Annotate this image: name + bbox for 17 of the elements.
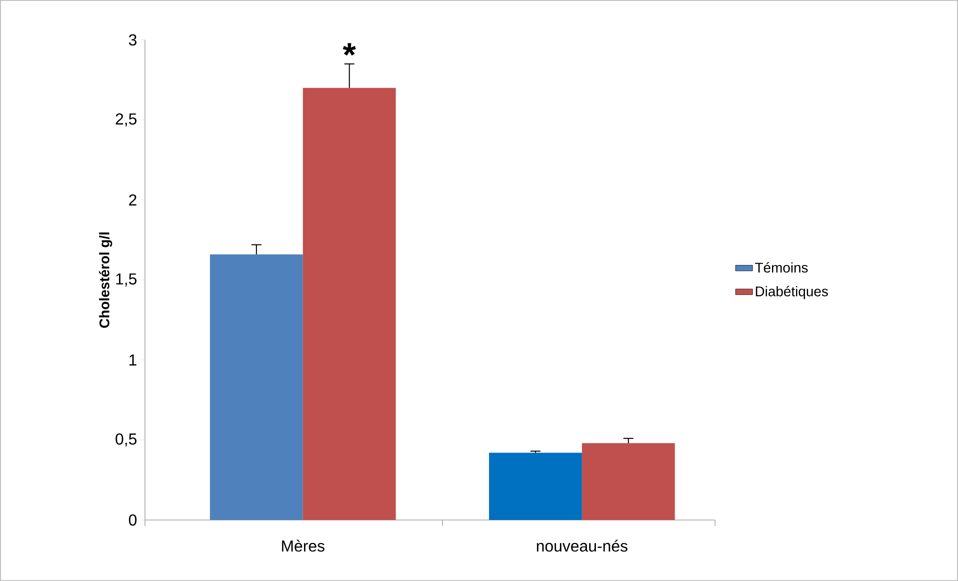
- annotation: *: [342, 43, 356, 56]
- y-tick-label: 1: [130, 354, 136, 366]
- bar: [210, 254, 303, 520]
- legend-label: Témoins: [755, 262, 808, 273]
- y-tick-label: 2: [129, 194, 136, 206]
- bar: [582, 443, 675, 520]
- x-tick-label: Mères: [282, 540, 324, 552]
- y-tick-label: 0: [128, 514, 137, 526]
- bar: [302, 88, 396, 520]
- y-tick-label: 0,5: [116, 433, 136, 447]
- y-tick-label: 3: [128, 34, 136, 46]
- x-tick-label: nouveau-nés: [536, 540, 628, 552]
- legend-label: Diabétiques: [756, 286, 828, 300]
- y-tick-label: 2,5: [116, 113, 136, 127]
- y-tick-label: 1,5: [116, 273, 136, 286]
- y-axis-title: Cholestérol g/l: [98, 232, 112, 328]
- bar: [489, 452, 582, 520]
